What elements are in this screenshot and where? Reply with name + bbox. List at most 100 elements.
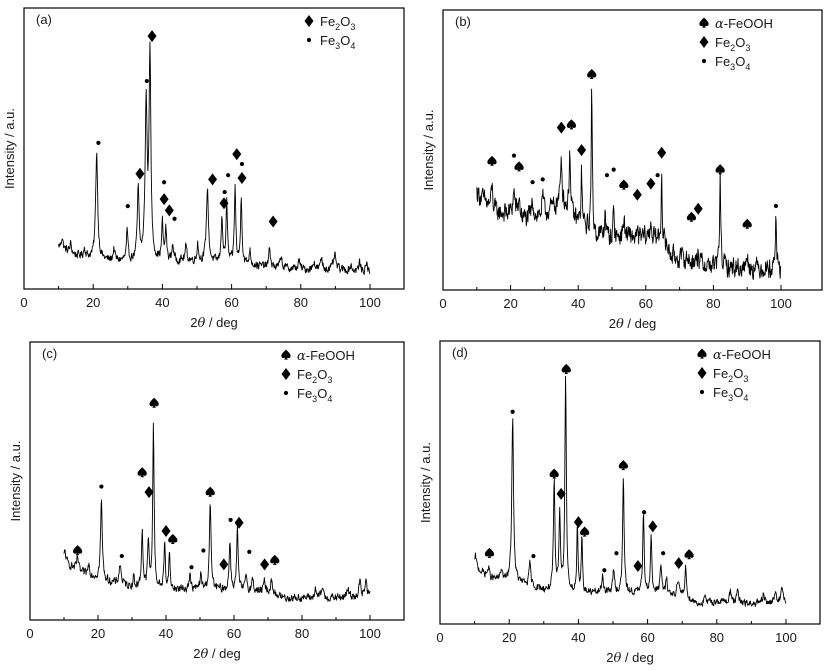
peak-marker-dot (604, 173, 610, 178)
peak-marker-diamond (556, 121, 566, 134)
peak-marker-diamond (674, 557, 684, 570)
peak-marker-diamond (260, 558, 270, 571)
xrd-pattern-line (474, 375, 787, 607)
peak-marker-diamond (219, 558, 229, 571)
peak-marker-spade (618, 460, 629, 471)
legend-dot-icon (701, 58, 707, 64)
x-tick-label: 80 (295, 626, 309, 641)
panel-label: (d) (452, 345, 468, 360)
peak-marker-spade (137, 467, 147, 478)
peak-marker-spade (561, 363, 571, 374)
peak-marker-diamond (219, 197, 229, 210)
peak-marker-dot (655, 173, 660, 178)
peak-marker-dot (661, 551, 666, 556)
peak-marker-dot (222, 189, 227, 195)
peak-marker-spade (514, 161, 524, 172)
legend-entry: Fe2O3 (715, 35, 750, 53)
peak-marker-diamond (164, 204, 174, 217)
xrd-pattern-line (476, 88, 782, 280)
x-axis-label: 2θ / deg (190, 315, 238, 331)
peak-marker-spade (742, 218, 752, 229)
x-axis-label: 2θ / deg (609, 316, 657, 332)
x-tick-label: 100 (770, 296, 792, 311)
x-tick-label: 0 (20, 295, 27, 310)
peak-marker-spade (168, 533, 178, 544)
x-tick-label: 0 (436, 630, 443, 645)
x-tick-label: 0 (439, 296, 446, 311)
legend-entry: Fe3O4 (320, 33, 355, 51)
peak-marker-dot (144, 78, 149, 84)
x-tick-label: 60 (224, 295, 238, 310)
x-tick-label: 20 (502, 630, 516, 645)
xrd-pattern-line (58, 41, 371, 276)
peak-marker-diamond (577, 144, 587, 156)
peak-marker-spade (549, 468, 559, 479)
legend-dot-icon (306, 37, 312, 43)
legend-entry: α-FeOOH (715, 16, 773, 32)
peak-marker-diamond (135, 167, 145, 180)
chart-panel-d: 0 20 40 60 80 100 2θ / deg Intensity / a.u. (d) α… (418, 340, 821, 666)
peak-marker-diamond (208, 173, 218, 186)
peak-marker-diamond (144, 486, 154, 499)
peak-marker-spade (715, 164, 725, 175)
x-tick-label: 40 (159, 626, 173, 641)
peak-marker-dot (189, 565, 194, 570)
peak-marker-spade (487, 155, 497, 166)
peak-marker-dot (125, 204, 130, 209)
peak-marker-diamond (646, 177, 656, 190)
peak-marker-spade (684, 549, 694, 560)
peak-marker-spade (72, 545, 83, 556)
chart-panel-a: 0 20 40 60 80 100 2θ / deg Intensity / a.u. (a) F… (2, 7, 405, 331)
peak-marker-dot (201, 548, 206, 553)
x-tick-label: 40 (571, 296, 585, 311)
x-tick-label: 20 (503, 296, 517, 311)
peak-marker-dot (228, 517, 233, 523)
peak-marker-diamond (147, 30, 157, 43)
peak-marker-dot (540, 177, 545, 182)
x-tick-label: 60 (639, 296, 653, 311)
peak-marker-diamond (232, 148, 242, 161)
legend-diamond-icon (304, 15, 314, 27)
y-axis-label: Intensity / a.u. (2, 108, 17, 189)
peak-marker-diamond (648, 520, 658, 533)
x-tick-label: 40 (571, 630, 585, 645)
x-axis-label: 2θ / deg (606, 650, 654, 666)
peak-marker-dot (99, 484, 104, 489)
legend-entry: α-FeOOH (297, 348, 355, 364)
plot-frame (29, 341, 405, 621)
x-tick-label: 20 (91, 626, 105, 641)
peak-marker-diamond (268, 215, 278, 228)
legend-entry: α-FeOOH (713, 347, 771, 363)
x-tick-label: 80 (706, 296, 720, 311)
peak-marker-diamond (237, 172, 247, 185)
peak-marker-dot (119, 553, 124, 559)
x-axis-label: 2θ / deg (193, 646, 241, 662)
plot-frame (442, 9, 823, 291)
x-tick-label: 40 (155, 295, 169, 310)
legend-entry: Fe2O3 (713, 366, 748, 384)
peak-marker-spade (619, 179, 629, 190)
legend-diamond-icon (697, 367, 707, 379)
x-tick-label: 0 (26, 626, 33, 641)
peak-marker-diamond (657, 146, 667, 159)
legend-spade-icon (699, 17, 709, 28)
chart-panel-b: 0 20 40 60 80 100 2θ / deg Intensity / a.u. (b) α… (421, 9, 823, 332)
panel-label: (b) (455, 14, 471, 29)
legend-entry: Fe3O4 (297, 386, 332, 404)
legend-diamond-icon (699, 36, 709, 48)
peak-marker-dot (511, 153, 517, 158)
plot-frame (439, 340, 821, 625)
legend-entry: Fe3O4 (715, 54, 750, 72)
y-axis-label: Intensity / a.u. (418, 442, 433, 523)
peak-marker-dot (611, 167, 616, 172)
peak-marker-diamond (234, 516, 244, 529)
peak-marker-spade (587, 68, 597, 79)
peak-marker-dot (531, 553, 536, 559)
x-tick-label: 60 (640, 630, 654, 645)
peak-marker-dot (247, 549, 252, 554)
peak-marker-dot (172, 216, 177, 221)
x-tick-label: 80 (710, 630, 724, 645)
y-axis-label: Intensity / a.u. (421, 110, 436, 191)
